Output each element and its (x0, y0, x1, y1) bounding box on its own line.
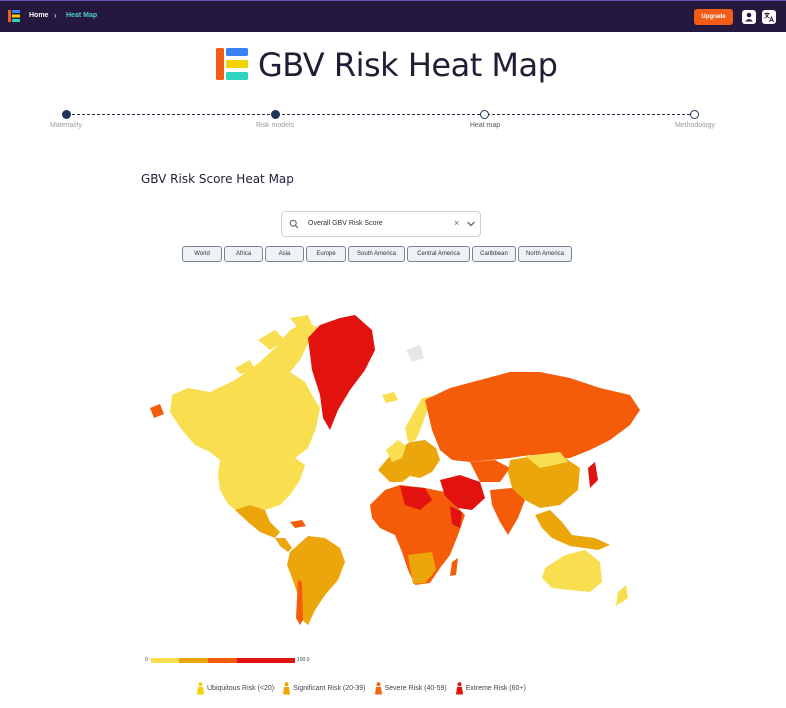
scale-segment-extreme (237, 658, 295, 663)
map-region-mexico[interactable] (235, 505, 280, 538)
legend-item-ubiquitous[interactable]: Ubiquitous Risk (<20) (196, 681, 275, 695)
person-icon (374, 681, 382, 694)
search-icon (289, 219, 299, 229)
map-region-north-africa[interactable] (400, 486, 432, 510)
breadcrumb-home-link[interactable]: Home (29, 12, 49, 19)
map-region-southeast-asia[interactable] (535, 510, 610, 550)
top-navigation-bar: Home › Heat Map Upgrade (0, 0, 786, 32)
risk-legend: Ubiquitous Risk (<20) Significant Risk (… (196, 680, 526, 696)
step-label-materiality[interactable]: Materiality (50, 122, 82, 129)
map-region-new-zealand[interactable] (616, 585, 628, 606)
legend-item-severe[interactable]: Severe Risk (40-59) (374, 681, 447, 695)
title-logo-icon (216, 48, 248, 80)
map-region-usa[interactable] (218, 458, 305, 512)
clear-selection-icon[interactable]: × (454, 218, 460, 228)
map-region-caribbean[interactable] (290, 520, 306, 528)
legend-item-extreme[interactable]: Extreme Risk (60+) (455, 681, 526, 695)
map-region-central-asia[interactable] (470, 460, 510, 482)
legend-label-extreme: Extreme Risk (60+) (465, 684, 526, 692)
scale-segment-significant (179, 658, 208, 663)
app-logo-icon[interactable] (8, 10, 20, 22)
section-title: GBV Risk Score Heat Map (141, 172, 294, 186)
risk-score-select[interactable]: Overall GBV Risk Score × (281, 211, 481, 237)
chevron-down-icon[interactable] (466, 220, 476, 228)
map-region-china[interactable] (508, 455, 580, 508)
step-label-heat-map[interactable]: Heat map (469, 122, 501, 129)
map-region-mongolia[interactable] (525, 452, 568, 468)
map-region-southern-africa[interactable] (408, 552, 436, 584)
map-region-alaska-tip[interactable] (150, 404, 164, 418)
map-region-india[interactable] (490, 488, 525, 535)
color-scale-bar: 0 100.0 (145, 657, 320, 667)
map-region-australia[interactable] (542, 550, 602, 592)
region-button-world[interactable]: World (182, 246, 222, 262)
region-button-europe[interactable]: Europe (306, 246, 346, 262)
person-icon (197, 681, 204, 694)
breadcrumb-current: Heat Map (66, 12, 98, 19)
map-region-central-america[interactable] (275, 538, 292, 552)
progress-stepper: Materiality Risk models Heat map Methodo… (0, 108, 786, 138)
step-dot-materiality[interactable] (62, 110, 71, 119)
map-region-scandinavia[interactable] (405, 396, 432, 442)
region-button-africa[interactable]: Africa (224, 246, 263, 262)
legend-item-significant[interactable]: Significant Risk (20-39) (282, 681, 366, 695)
user-account-button[interactable] (742, 10, 756, 24)
region-button-asia[interactable]: Asia (265, 246, 304, 262)
user-icon (745, 12, 753, 22)
region-button-south-america[interactable]: South America (348, 246, 405, 262)
map-region-russia[interactable] (425, 372, 640, 462)
scale-segment-severe (208, 658, 237, 663)
stepper-line (67, 114, 695, 115)
map-region-japan[interactable] (588, 462, 598, 488)
breadcrumb-separator: › (54, 11, 57, 20)
scale-segment-ubiquitous (151, 658, 179, 663)
step-dot-methodology[interactable] (690, 110, 699, 119)
map-region-horn-of-africa[interactable] (450, 506, 462, 528)
region-filter-bar: World Africa Asia Europe South America C… (182, 246, 572, 262)
step-label-risk-models[interactable]: Risk models (255, 122, 295, 129)
legend-label-severe: Severe Risk (40-59) (384, 684, 447, 692)
translate-button[interactable] (762, 10, 776, 24)
upgrade-button[interactable]: Upgrade (694, 9, 733, 25)
select-value: Overall GBV Risk Score (308, 220, 383, 227)
person-icon (283, 681, 291, 694)
map-region-middle-east[interactable] (440, 475, 485, 510)
map-region-madagascar[interactable] (450, 558, 458, 576)
person-icon (455, 681, 463, 694)
map-region-canada[interactable] (170, 322, 320, 462)
legend-label-ubiquitous: Ubiquitous Risk (<20) (207, 684, 275, 692)
map-region-south-america[interactable] (287, 536, 345, 625)
map-region-svalbard[interactable] (406, 345, 424, 362)
region-button-central-america[interactable]: Central America (407, 246, 470, 262)
map-region-greenland[interactable] (308, 315, 375, 430)
map-region-iceland[interactable] (382, 392, 398, 403)
map-region-africa[interactable] (370, 485, 465, 585)
scale-min-label: 0 (145, 657, 148, 663)
legend-label-significant: Significant Risk (20-39) (293, 684, 366, 692)
map-region-western-europe[interactable] (386, 440, 406, 462)
region-button-north-america[interactable]: North America (518, 246, 572, 262)
map-region-europe[interactable] (378, 440, 440, 482)
world-heat-map[interactable] (140, 300, 650, 630)
map-region-chile[interactable] (296, 580, 303, 625)
region-button-caribbean[interactable]: Caribbean (472, 246, 516, 262)
step-dot-risk-models[interactable] (271, 110, 280, 119)
map-region-arctic-islands[interactable] (235, 315, 312, 374)
step-dot-heat-map[interactable] (480, 110, 489, 119)
translate-icon (764, 12, 774, 23)
step-label-methodology[interactable]: Methodology (674, 122, 716, 129)
page-title: GBV Risk Heat Map (258, 46, 558, 84)
scale-max-label: 100.0 (297, 657, 310, 663)
